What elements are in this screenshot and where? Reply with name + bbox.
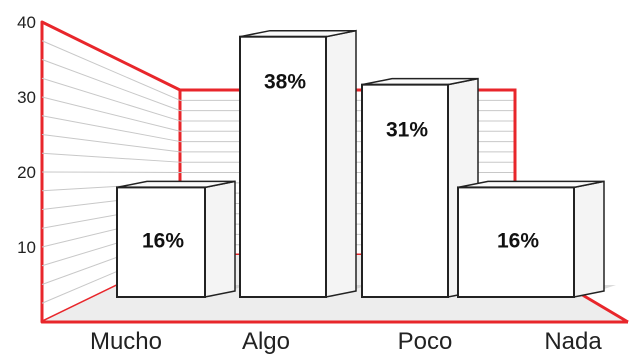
y-tick-label: 30 xyxy=(17,88,36,107)
data-label: 16% xyxy=(497,229,539,252)
bar-side xyxy=(325,29,357,298)
gridline-side xyxy=(41,96,181,132)
x-tick-label: Mucho xyxy=(90,328,162,355)
data-label: 16% xyxy=(142,229,184,252)
x-tick-label: Nada xyxy=(544,328,602,355)
bar-front xyxy=(116,186,206,298)
bar-front xyxy=(457,186,575,298)
bar-mucho: 16% xyxy=(116,180,247,298)
x-tick-label: Poco xyxy=(398,328,453,355)
bar-front xyxy=(361,83,449,299)
gridline-side xyxy=(41,171,181,173)
y-tick-label: 20 xyxy=(17,163,36,182)
gridline-side xyxy=(41,134,181,153)
gridline-side xyxy=(41,40,181,101)
bars: 16% 38% 31% 16% xyxy=(116,29,616,299)
gridline-side xyxy=(41,152,181,163)
bar-algo: 38% xyxy=(239,29,368,298)
data-label: 38% xyxy=(264,71,306,94)
bar-front xyxy=(239,35,327,298)
y-tick-label: 40 xyxy=(17,13,36,32)
gridline-side xyxy=(41,115,181,143)
gridline-side xyxy=(41,77,181,122)
bar-side xyxy=(204,180,236,298)
data-label: 31% xyxy=(386,119,428,142)
bar-nada: 16% xyxy=(457,180,616,298)
y-tick-label: 10 xyxy=(17,238,36,257)
gridline-side xyxy=(41,59,181,112)
y-axis: 10 20 30 40 xyxy=(17,13,36,257)
bar-side xyxy=(573,180,605,298)
x-axis: Mucho Algo Poco Nada xyxy=(90,328,602,355)
x-tick-label: Algo xyxy=(242,328,290,355)
